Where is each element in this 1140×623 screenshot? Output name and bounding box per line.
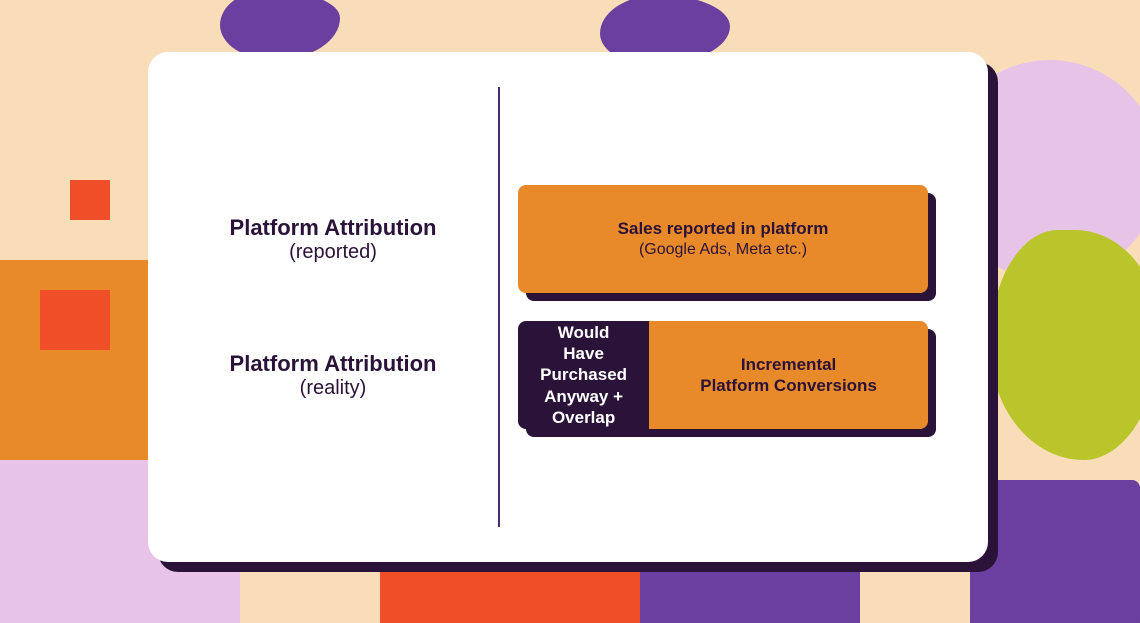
row-label-sub: (reported) [188, 241, 478, 264]
vertical-divider [498, 87, 500, 527]
bar-text-reg: (Google Ads, Meta etc.) [639, 240, 807, 260]
bar-segment: Sales reported in platform(Google Ads, M… [518, 185, 928, 293]
row-label-title: Platform Attribution [188, 215, 478, 241]
bg-blob [70, 180, 110, 220]
bar-segment: IncrementalPlatform Conversions [649, 321, 928, 429]
diagram-row: Platform Attribution(reported) Sales repo… [188, 185, 928, 293]
bar-area: Sales reported in platform(Google Ads, M… [518, 185, 928, 293]
row-label-sub: (reality) [188, 377, 478, 400]
row-label-title: Platform Attribution [188, 351, 478, 377]
bar-segment: Would Have Purchased Anyway + Overlap [518, 321, 649, 429]
row-label: Platform Attribution(reported) [188, 215, 498, 264]
bar-text-bold: Platform Conversions [700, 375, 877, 396]
bar-text-bold: Would Have Purchased Anyway + Overlap [536, 322, 631, 428]
diagram-row: Platform Attribution(reality) Would Have … [188, 321, 928, 429]
diagram-card: Platform Attribution(reported)Sales repo… [148, 52, 988, 562]
row-label: Platform Attribution(reality) [188, 351, 498, 400]
bar-area: Would Have Purchased Anyway + OverlapInc… [518, 321, 928, 429]
bg-blob [40, 290, 110, 350]
bar-text-bold: Sales reported in platform [618, 218, 829, 239]
bg-blob [990, 230, 1140, 460]
bar-text-bold: Incremental [741, 354, 836, 375]
bg-blob [220, 0, 340, 60]
